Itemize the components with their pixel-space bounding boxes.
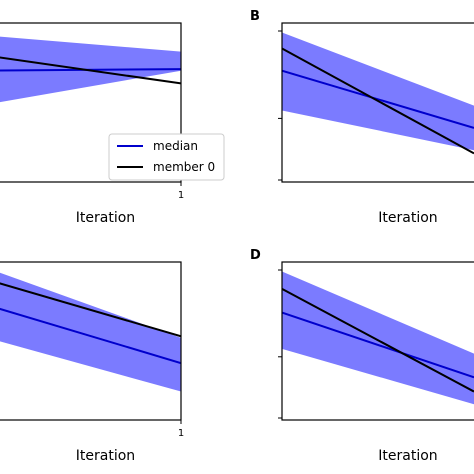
uncertainty-band	[282, 271, 474, 405]
series-line-member-0	[0, 282, 181, 338]
plot-area	[0, 272, 181, 392]
series-line-member-0	[0, 56, 181, 85]
axes-frame	[0, 261, 182, 421]
panel-c: 1 Iteration	[0, 261, 184, 464]
axes-frame	[0, 22, 182, 183]
axes-frame	[281, 22, 474, 183]
panel-d: Iteration D	[250, 248, 474, 464]
legend: median member 0	[108, 133, 225, 181]
series-line-median	[0, 68, 181, 72]
x-tick-label: 1	[178, 428, 184, 439]
uncertainty-band	[0, 272, 181, 392]
uncertainty-band	[282, 32, 474, 151]
series-line-median	[282, 69, 474, 129]
axes-frame	[281, 261, 474, 421]
panel-b: Iteration B	[250, 9, 474, 226]
x-axis-label: Iteration	[76, 448, 135, 464]
legend-label: median	[153, 139, 198, 153]
x-axis-label: Iteration	[378, 448, 437, 464]
series-line-median	[0, 307, 181, 365]
legend-label: member 0	[153, 160, 215, 174]
panel-letter: B	[250, 9, 260, 24]
series-line-member-0	[282, 47, 474, 155]
x-axis-label: Iteration	[378, 210, 437, 226]
x-tick-label: 1	[178, 190, 184, 201]
x-axis-label: Iteration	[76, 210, 135, 226]
plot-area	[282, 271, 474, 405]
plot-area	[0, 36, 181, 103]
panel-letter: D	[250, 248, 261, 263]
panel-a: 1 Iteration median member 0	[0, 22, 225, 226]
series-line-member-0	[282, 287, 474, 393]
series-line-median	[282, 311, 474, 379]
plot-area	[282, 32, 474, 155]
